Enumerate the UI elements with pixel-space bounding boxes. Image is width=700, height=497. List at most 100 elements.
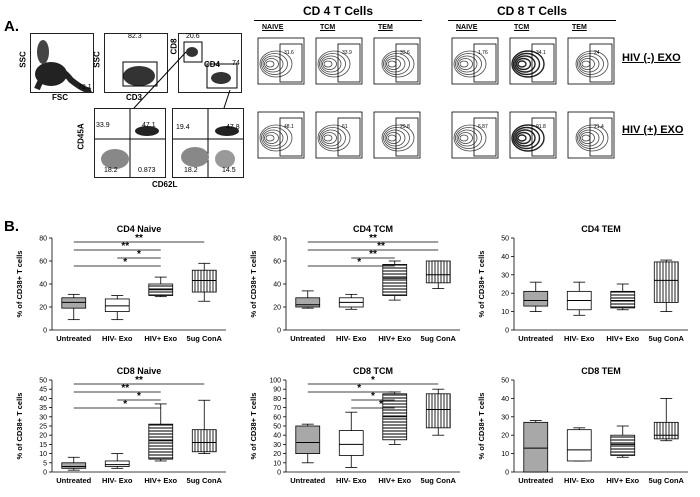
cd8-contour-tem-row1: 24 (564, 36, 616, 90)
cd4-contour-naive-row2: 48.1 (254, 110, 306, 164)
gate-percentage: 34.1 (536, 50, 546, 56)
y-tick-label: 0 (505, 470, 509, 477)
row-label-hiv-neg: HIV (-) EXO (622, 52, 681, 64)
y-tick-label: 30 (501, 272, 509, 279)
y-tick-label: 60 (273, 259, 281, 266)
y-tick-label: 0 (43, 470, 47, 477)
panel-a-letter: A. (4, 18, 19, 35)
box-untreated (523, 420, 549, 473)
quadrant2-ul: 19.4 (176, 124, 190, 131)
significance-star: * (137, 249, 141, 260)
contour-plot: 1.76 (451, 37, 499, 85)
box-5ug-cona (653, 398, 679, 442)
contour-plot: 61 (315, 111, 363, 159)
cd8-subset-label-naive: NAIVE (456, 24, 478, 31)
flow-plot-fsc-ssc (30, 33, 94, 94)
quadrant2-ur: 47.8 (226, 124, 240, 131)
gate-value-74: 74 (232, 60, 240, 67)
flow-plot-cd4-cd8 (178, 33, 242, 93)
significance-star: * (357, 383, 361, 394)
quadrant1-ur: 47.1 (142, 122, 156, 129)
y-tick-label: 35 (39, 405, 47, 412)
y-tick-label: 45 (39, 387, 47, 394)
cd8-header: CD 8 T Cells (496, 4, 568, 18)
ssc-label-2: SSC (92, 51, 102, 68)
gate-value-823: 82.3 (128, 33, 142, 40)
box-5ug-cona (425, 260, 451, 289)
cd4-subset-label-naive: NAIVE (262, 24, 284, 31)
cd4-contour-tem-row2: 29.8 (370, 110, 422, 164)
cd3-label: CD3 (126, 93, 143, 102)
y-tick-label: 50 (39, 378, 47, 385)
box-plot-svg: CD4 TCM % of CD38+ T cells 0 20 40 60 80 Untrea… (249, 224, 460, 343)
cd4-subset-label-tem: TEM (378, 24, 393, 31)
y-tick-label: 30 (39, 414, 47, 421)
y-axis-label: % of CD38+ T cells (477, 393, 486, 460)
y-tick-label: 20 (273, 305, 281, 312)
fsc-label: FSC (52, 93, 68, 102)
cd8-contour-tem-row2: 21.4 (564, 110, 616, 164)
quadrant1-lr: 0.873 (138, 167, 156, 174)
x-tick-label: Untreated (56, 476, 91, 485)
cd8-contour-naive-row1: 1.76 (448, 36, 500, 90)
box-plot-svg: CD4 TEM % of CD38+ T cells 0 10 20 30 40 50 Untr… (477, 224, 688, 343)
box-plot-cd8-tcm: CD8 TCM % of CD38+ T cells 0 10 20 30 40 50 60 70… (248, 364, 466, 492)
box-plot-svg: CD8 TEM % of CD38+ T cells 0 10 20 30 40 50 Untr… (477, 366, 688, 485)
box-hiv-exo (148, 276, 174, 298)
x-tick-label: Untreated (290, 476, 325, 485)
box-untreated (61, 293, 87, 321)
box-untreated (61, 456, 87, 471)
cd45a-label: CD45A (76, 123, 86, 150)
box-plot-svg: CD8 Naive % of CD38+ T cells 0 5 10 15 20 25 30 3… (15, 366, 226, 485)
y-tick-label: 40 (39, 282, 47, 289)
x-tick-label: HIV- Exo (336, 476, 367, 485)
y-tick-label: 50 (501, 378, 509, 385)
significance-star: ** (369, 233, 377, 244)
gate-value-206: 20.6 (186, 33, 200, 40)
x-tick-label: HIV+ Exo (144, 476, 177, 485)
x-tick-label: HIV+ Exo (606, 334, 639, 343)
contour-plot: 33.9 (315, 37, 363, 85)
flow-plot-cd45a-cd62l-1 (94, 108, 166, 178)
contour-plot: 34.1 (509, 37, 557, 85)
box-plot-cd8-naive: CD8 Naive % of CD38+ T cells 0 5 10 15 20 25 30 3… (14, 364, 232, 492)
box-5ug-cona (191, 262, 217, 302)
significance-star: * (137, 391, 141, 402)
box-hiv-exo (148, 403, 174, 462)
y-tick-label: 30 (273, 442, 281, 449)
y-tick-label: 40 (273, 282, 281, 289)
y-axis-label: % of CD38+ T cells (15, 393, 24, 460)
box-hiv-exo (338, 411, 364, 468)
y-tick-label: 50 (501, 236, 509, 243)
significance-star: * (123, 399, 127, 410)
x-tick-label: 5ug ConA (187, 476, 223, 485)
significance-star: ** (135, 233, 143, 244)
x-tick-label: 5ug ConA (421, 476, 457, 485)
y-tick-label: 40 (501, 254, 509, 261)
significance-star: * (379, 399, 383, 410)
y-tick-label: 50 (273, 424, 281, 431)
x-tick-label: Untreated (518, 334, 553, 343)
cd4-contour-tem-row1: 33.6 (370, 36, 422, 90)
y-tick-label: 90 (273, 387, 281, 394)
y-axis-label: % of CD38+ T cells (15, 251, 24, 318)
significance-star: ** (135, 375, 143, 386)
cd4-header: CD 4 T Cells (302, 4, 374, 18)
flow-density-cd3 (122, 61, 158, 87)
box-hiv-exo (382, 260, 408, 301)
significance-star: ** (121, 241, 129, 252)
significance-star: * (371, 391, 375, 402)
x-tick-label: 5ug ConA (187, 334, 223, 343)
y-tick-label: 20 (273, 451, 281, 458)
cd8-contour-tcm-row1: 34.1 (506, 36, 558, 90)
contour-plot: 31.6 (257, 37, 305, 85)
box-hiv-exo (566, 281, 592, 316)
box-plot-svg: CD4 Naive % of CD38+ T cells 0 20 40 60 80 Untr… (15, 224, 226, 343)
gate-percentage: 31.6 (284, 50, 294, 56)
box-hiv-exo (610, 283, 636, 311)
flow-density-cd4cd8 (183, 41, 238, 89)
cd4-contour-tcm-row2: 61 (312, 110, 364, 164)
cd4-contour-tcm-row1: 33.9 (312, 36, 364, 90)
box-untreated (523, 281, 549, 312)
y-axis-label: % of CD38+ T cells (477, 251, 486, 318)
